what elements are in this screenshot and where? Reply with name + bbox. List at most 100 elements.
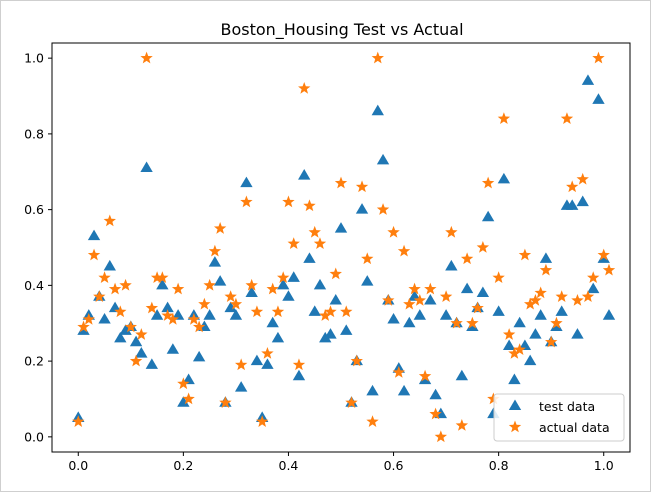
test-data-point	[481, 210, 495, 222]
actual-data-point	[329, 267, 342, 280]
actual-data-point	[292, 358, 306, 371]
legend-box	[493, 393, 625, 442]
test-data-point	[282, 290, 295, 301]
test-data-point	[192, 350, 206, 362]
actual-data-point	[240, 195, 253, 208]
test-data-point	[576, 195, 589, 207]
test-data-point	[455, 369, 469, 381]
actual-data-point	[340, 305, 353, 318]
legend-label-test: test data	[539, 399, 595, 414]
test-data-point	[529, 328, 542, 339]
test-data-point	[371, 104, 384, 116]
actual-data-point	[397, 244, 411, 257]
actual-data-point	[592, 51, 605, 64]
actual-data-point	[140, 51, 153, 64]
actual-data-point	[177, 377, 190, 390]
actual-data-point	[108, 282, 122, 295]
actual-data-point	[287, 237, 300, 249]
test-data-point	[408, 290, 421, 301]
test-data-point	[581, 74, 595, 85]
actual-data-point	[334, 176, 348, 189]
test-data-point	[602, 309, 616, 320]
actual-data-point	[571, 294, 584, 306]
y-tick-label: 0.0	[24, 429, 44, 444]
actual-data-point	[382, 294, 395, 306]
test-data-point	[424, 294, 437, 305]
test-data-point	[271, 331, 285, 343]
test-data-point	[261, 358, 274, 369]
actual-data-point	[539, 263, 553, 276]
actual-data-point	[234, 358, 248, 371]
actual-data-point	[350, 354, 363, 367]
test-data-point	[324, 328, 337, 339]
actual-data-point	[161, 309, 174, 321]
actual-data-point	[497, 112, 511, 124]
y-tick-label: 0.8	[24, 126, 44, 141]
test-data-point	[502, 339, 516, 350]
actual-data-point	[345, 396, 358, 409]
actual-data-point	[602, 263, 616, 276]
test-data-point	[245, 286, 258, 297]
test-data-point	[592, 93, 605, 104]
actual-data-point	[518, 248, 532, 261]
actual-data-point	[324, 305, 337, 318]
test-data-point	[140, 161, 153, 173]
test-data-point	[366, 384, 379, 396]
actual-data-point	[129, 354, 143, 367]
actual-data-point	[135, 328, 148, 340]
actual-data-point	[82, 312, 95, 325]
legend: test data actual data	[493, 393, 625, 442]
actual-data-point	[576, 172, 589, 185]
actual-data-point	[187, 312, 201, 325]
test-data-point	[340, 324, 353, 335]
test-data-point	[213, 275, 227, 286]
actual-data-point	[313, 237, 327, 249]
actual-data-point	[408, 282, 421, 295]
test-data-point	[513, 316, 526, 328]
test-data-point	[571, 328, 584, 339]
actual-data-point	[502, 328, 516, 340]
actual-data-point	[224, 290, 237, 302]
test-data-point	[266, 316, 279, 328]
test-data-point	[156, 278, 169, 290]
test-data-point	[523, 354, 537, 366]
test-data-point	[361, 275, 374, 286]
actual-data-point	[403, 297, 416, 310]
actual-data-point	[145, 301, 159, 314]
actual-data-point	[555, 290, 568, 302]
actual-data-point	[319, 309, 332, 321]
test-data-point	[518, 339, 532, 350]
actual-data-point	[119, 278, 132, 291]
test-data-point	[234, 381, 248, 392]
actual-data-point	[166, 312, 180, 325]
test-data-point	[555, 305, 568, 316]
actual-data-point	[250, 305, 264, 318]
actual-data-point	[371, 51, 384, 64]
test-data-point	[229, 309, 243, 320]
test-data-point	[171, 309, 185, 320]
actual-data-point	[487, 392, 500, 405]
test-data-point	[539, 252, 553, 263]
actual-data-point	[72, 415, 85, 427]
actual-data-point	[450, 316, 463, 329]
test-data-point	[103, 259, 116, 271]
actual-data-point	[308, 225, 321, 238]
x-tick-label: 0.6	[384, 458, 404, 473]
test-data-point	[492, 305, 505, 316]
actual-data-point	[198, 297, 211, 310]
actual-data-point	[103, 214, 116, 227]
actual-data-point	[476, 241, 490, 253]
actual-data-point	[460, 252, 474, 265]
test-data-point	[145, 358, 159, 369]
actual-data-point	[413, 294, 426, 306]
axis-ticks: 0.0 0.2 0.4 0.6 0.8 1.0 0.0 0.2 0.4 0.6 0.8 1.0	[24, 51, 614, 473]
actual-data-point	[534, 286, 547, 299]
test-data-point	[177, 396, 190, 407]
actual-data-point	[376, 203, 390, 215]
test-data-point	[87, 229, 101, 241]
actual-data-point	[481, 176, 495, 189]
x-tick-label: 0.0	[68, 458, 88, 473]
test-data-point	[108, 301, 122, 313]
actual-data-point	[77, 320, 90, 333]
test-data-point	[508, 373, 521, 385]
